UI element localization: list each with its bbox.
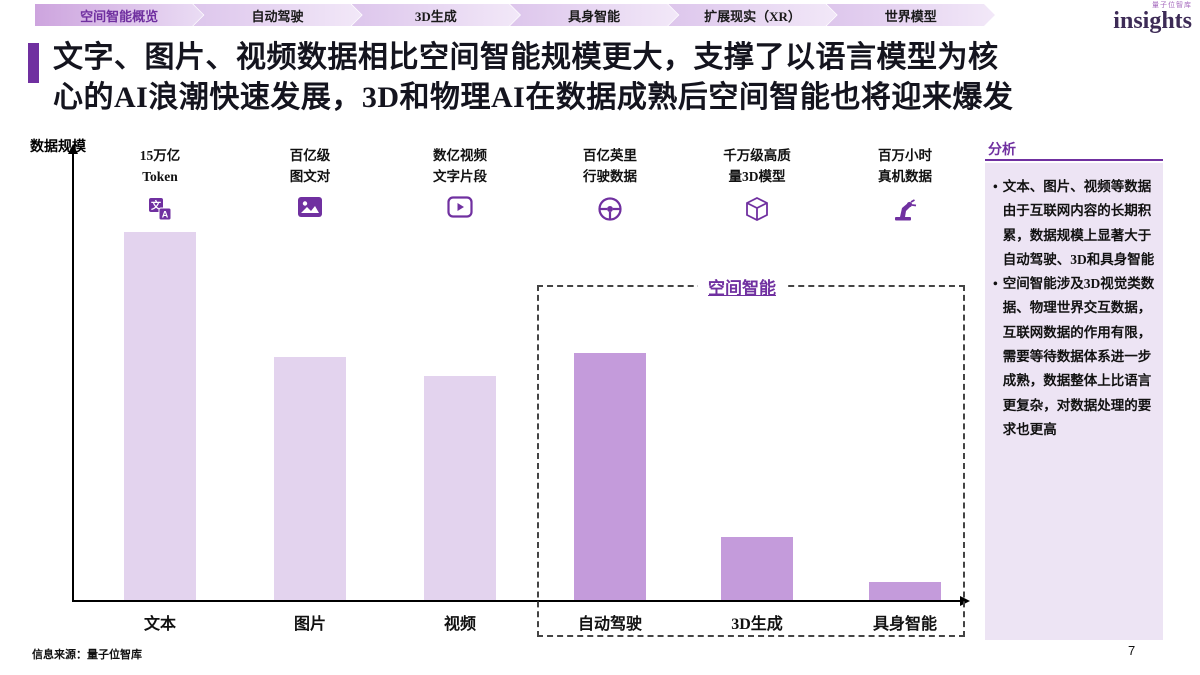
bar-annotation-embodied: 百万小时 真机数据 [878,148,932,184]
x-tick-video: 视频 [443,616,476,633]
page-number: 7 [1128,643,1136,658]
nav-tab-overview[interactable]: 空间智能概览 [35,4,203,26]
steering-wheel-icon [535,196,685,227]
analysis-bullet-text: 文本、图片、视频等数据由于互联网内容的长期积累，数据规模上显著大于自动驾驶、3D… [1002,179,1155,267]
headline-accent-bar [28,43,39,83]
top-nav: 空间智能概览 自动驾驶 3D生成 具身智能 扩展现实（XR） 世界模型 [35,4,985,26]
nav-tab-embodied-ai[interactable]: 具身智能 [510,4,678,26]
analysis-divider [985,159,1163,161]
bar-embodied-ai [869,581,941,600]
x-axis-line [72,600,960,602]
bar-annotation-video: 数亿视频 文字片段 [433,148,487,184]
source-note: 信息来源：量子位智库 [32,649,142,661]
bar-annotation-text: 15万亿 Token [139,148,181,184]
cube-3d-icon [682,196,832,227]
bullet-icon: • [993,276,998,292]
bullet-icon: • [993,179,998,194]
headline-block: 文字、图片、视频数据相比空间智能规模更大，支撑了以语言模型为核 心的AI浪潮快速… [28,38,1183,117]
bar-3d-generation [721,537,793,600]
nav-tab-autonomous-driving[interactable]: 自动驾驶 [193,4,361,26]
nav-tab-3d-generation[interactable]: 3D生成 [352,4,520,26]
x-tick-driving: 自动驾驶 [577,616,642,633]
video-icon [385,196,535,223]
x-tick-3d: 3D生成 [731,616,783,633]
bar-annotation-driving: 百亿英里 行驶数据 [583,148,637,184]
image-icon [235,196,385,223]
x-axis-arrow-icon [960,596,970,606]
bar-annotation-image: 百亿级 图文对 [289,148,331,184]
brand-logo-subtext: 量子位智库 [1152,2,1192,9]
bar-autonomous-driving [574,353,646,600]
x-tick-image: 图片 [293,616,326,633]
analysis-panel: • 文本、图片、视频等数据由于互联网内容的长期积累，数据规模上显著大于自动驾驶、… [985,163,1163,640]
svg-text:A: A [162,210,169,220]
brand-logo-text: insights [1113,8,1192,34]
x-tick-text: 文本 [143,616,176,633]
svg-text:文: 文 [151,199,162,212]
analysis-bullet: • 空间智能涉及3D视觉类数据、物理世界交互数据，互联网数据的作用有限，需要等待… [993,272,1155,442]
robot-arm-icon [830,196,980,227]
brand-logo: 量子位智库 insights [1113,2,1192,33]
x-tick-embodied: 具身智能 [872,616,937,633]
page-title-line2: 心的AI浪潮快速发展，3D和物理AI在数据成熟后空间智能也将迎来爆发 [53,80,1014,114]
page-title: 文字、图片、视频数据相比空间智能规模更大，支撑了以语言模型为核 心的AI浪潮快速… [53,38,1183,117]
bar-image [274,357,346,600]
bar-text [124,232,196,600]
analysis-header: 分析 [988,143,1016,158]
page-title-line1: 文字、图片、视频数据相比空间智能规模更大，支撑了以语言模型为核 [53,41,999,74]
y-axis-arrow-icon [68,144,78,154]
bar-video [424,375,496,600]
analysis-bullet: • 文本、图片、视频等数据由于互联网内容的长期积累，数据规模上显著大于自动驾驶、… [993,175,1155,272]
nav-tab-xr[interactable]: 扩展现实（XR） [668,4,836,26]
nav-tab-world-model[interactable]: 世界模型 [827,4,995,26]
y-axis-line [72,154,74,602]
analysis-bullet-text: 空间智能涉及3D视觉类数据、物理世界交互数据，互联网数据的作用有限，需要等待数据… [1002,276,1155,437]
bar-annotation-3d: 千万级高质 量3D模型 [723,148,791,184]
bar-chart: 数据规模 空间智能 15万亿 Token 百亿级 图文对 数亿视频 文字片段 百… [30,130,975,650]
spatial-intelligence-group-label: 空间智能 [698,274,786,299]
